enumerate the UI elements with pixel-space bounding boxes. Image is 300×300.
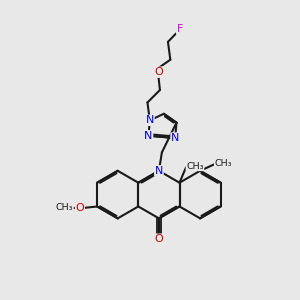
Text: N: N <box>144 131 153 141</box>
Text: N: N <box>171 133 179 143</box>
Text: O: O <box>154 234 163 244</box>
Text: F: F <box>177 24 183 34</box>
Text: CH₃: CH₃ <box>56 203 73 212</box>
Text: CH₃: CH₃ <box>186 161 204 170</box>
Text: N: N <box>146 115 154 125</box>
Text: CH₃: CH₃ <box>214 159 232 168</box>
Text: O: O <box>154 67 163 77</box>
Text: N: N <box>155 166 163 176</box>
Text: O: O <box>76 203 84 213</box>
